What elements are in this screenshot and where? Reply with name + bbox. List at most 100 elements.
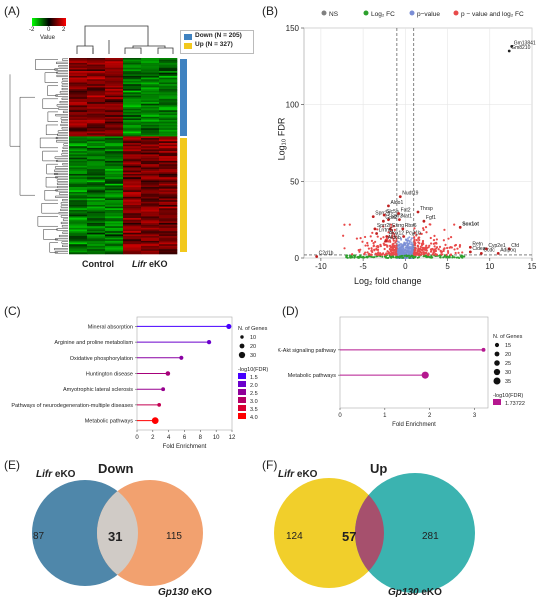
heatmap-cell xyxy=(69,250,88,253)
heatmap-cell xyxy=(159,221,178,224)
data-point-fc xyxy=(384,256,387,259)
heatmap-cell xyxy=(123,242,142,245)
heatmap-cell xyxy=(105,147,124,150)
heatmap-cell xyxy=(141,213,160,216)
heatmap-cell xyxy=(123,221,142,224)
data-point-sig xyxy=(372,242,375,245)
heatmap-cell xyxy=(123,232,142,235)
heatmap-cell xyxy=(123,180,142,183)
heatmap-cell xyxy=(69,157,88,160)
heatmap-cell xyxy=(123,110,142,113)
data-point-sig xyxy=(443,228,446,231)
data-point-fc xyxy=(387,256,390,259)
legend-swatch-up xyxy=(184,43,192,49)
heatmap-cell xyxy=(141,177,160,180)
heatmap-cell xyxy=(159,170,178,173)
heatmap-cell xyxy=(123,98,142,101)
heatmap-cell xyxy=(69,170,88,173)
heatmap-cell xyxy=(141,77,160,80)
heatmap-cell xyxy=(141,69,160,72)
heatmap-cell xyxy=(159,131,178,134)
heatmap-cell xyxy=(141,116,160,119)
heatmap-cell xyxy=(123,169,142,171)
data-point-sig xyxy=(416,244,419,247)
heatmap-cell xyxy=(123,213,142,216)
heatmap-cell xyxy=(69,167,88,170)
heatmap-cell xyxy=(159,236,178,238)
heatmap-cell xyxy=(69,66,88,69)
data-point-sig xyxy=(440,253,443,256)
heatmap-cell xyxy=(159,157,178,160)
plot-area xyxy=(303,27,533,259)
data-point-sig xyxy=(433,245,436,248)
heatmap-cell xyxy=(159,71,178,73)
heatmap-cell xyxy=(105,105,124,108)
data-point-ns xyxy=(404,246,407,249)
data-point-sig xyxy=(447,251,450,254)
heatmap-cell xyxy=(69,173,88,176)
heatmap-cell xyxy=(87,62,106,65)
data-point-sig xyxy=(427,246,430,249)
x-tick-label: 8 xyxy=(199,435,203,441)
heatmap-cell xyxy=(159,206,178,209)
heatmap-cell xyxy=(69,198,88,201)
heatmap-cell xyxy=(159,147,178,150)
heatmap-cell xyxy=(159,92,178,95)
heatmap-cell xyxy=(87,162,106,165)
labeled-point xyxy=(397,212,400,215)
color-legend-swatch xyxy=(238,389,246,395)
heatmap-cell xyxy=(105,139,124,142)
size-legend-label: 35 xyxy=(505,379,511,385)
heatmap-cell xyxy=(159,141,178,144)
heatmap-cell xyxy=(105,195,124,198)
heatmap-cell xyxy=(105,124,124,127)
heatmap-cell xyxy=(69,188,88,191)
data-point-sig xyxy=(432,242,435,245)
heatmap-cell xyxy=(105,92,124,95)
heatmap-cell xyxy=(141,222,160,225)
heatmap-cell xyxy=(159,226,178,229)
heatmap-cell xyxy=(87,92,106,95)
size-legend-marker xyxy=(240,335,244,339)
heatmap-cell xyxy=(159,72,178,75)
legend-swatch-down xyxy=(184,34,192,40)
heatmap-cell xyxy=(105,170,124,173)
heatmap-cell xyxy=(69,100,88,103)
data-point-fc xyxy=(403,254,406,257)
data-point-ns xyxy=(400,248,403,251)
data-point-ns xyxy=(406,246,409,249)
data-point-fc xyxy=(408,256,411,259)
heatmap-cell xyxy=(159,216,178,219)
heatmap-cell xyxy=(87,144,106,147)
heatmap-cell xyxy=(87,187,106,189)
data-point-sig xyxy=(414,246,417,249)
heatmap-cell xyxy=(69,89,88,91)
legend-label: p − value and log₂ FC xyxy=(461,11,524,18)
data-point-sig xyxy=(377,245,380,248)
heatmap-cell xyxy=(105,167,124,170)
heatmap-cell xyxy=(87,116,106,119)
heatmap-cell xyxy=(105,74,124,77)
heatmap-cell xyxy=(105,128,124,131)
x-tick-label: 15 xyxy=(528,262,537,271)
heatmap-cell xyxy=(141,173,160,176)
heatmap-cell xyxy=(141,118,160,121)
point-label: Nudt19 xyxy=(402,191,418,197)
venn-count-overlap: 31 xyxy=(108,529,123,544)
color-legend-label: 1.5 xyxy=(250,375,258,381)
panel-label-f: (F) xyxy=(262,458,278,472)
heatmap-cell xyxy=(159,201,178,204)
heatmap-cell xyxy=(87,79,106,82)
heatmap-cell xyxy=(69,116,88,119)
heatmap-cell xyxy=(87,149,106,152)
heatmap-cell xyxy=(87,85,106,88)
heatmap-cell xyxy=(87,69,106,72)
heatmap-cell xyxy=(87,232,106,235)
heatmap-cell xyxy=(69,102,88,105)
heatmap-cell xyxy=(159,93,178,96)
heatmap-cell xyxy=(87,191,106,194)
heatmap-cell xyxy=(87,236,106,238)
size-legend-label: 15 xyxy=(505,343,511,349)
data-point-sig xyxy=(421,249,424,252)
point-label: Esrrg xyxy=(392,223,404,229)
